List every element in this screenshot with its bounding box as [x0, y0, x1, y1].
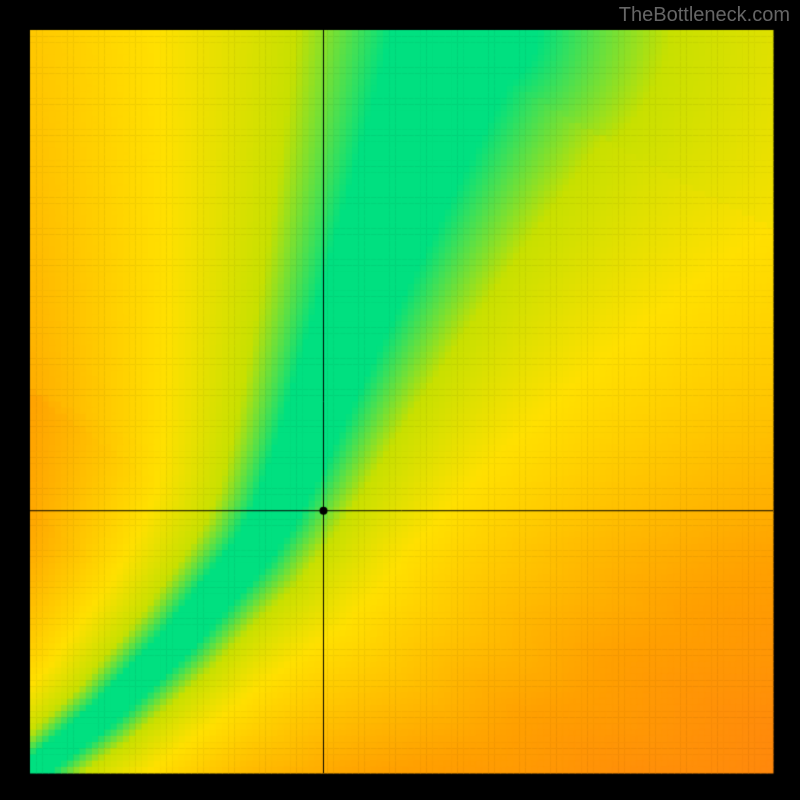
heatmap-canvas	[0, 0, 800, 800]
chart-container: TheBottleneck.com	[0, 0, 800, 800]
watermark-text: TheBottleneck.com	[619, 4, 790, 27]
